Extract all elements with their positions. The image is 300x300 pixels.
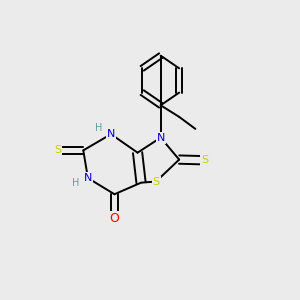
Text: S: S <box>152 176 160 187</box>
Text: N: N <box>107 129 115 139</box>
Text: S: S <box>54 145 61 155</box>
Text: N: N <box>84 173 92 183</box>
Text: N: N <box>157 133 165 142</box>
Text: S: S <box>201 155 208 165</box>
Text: H: H <box>94 123 102 134</box>
Text: O: O <box>110 212 119 225</box>
Text: H: H <box>71 178 79 188</box>
